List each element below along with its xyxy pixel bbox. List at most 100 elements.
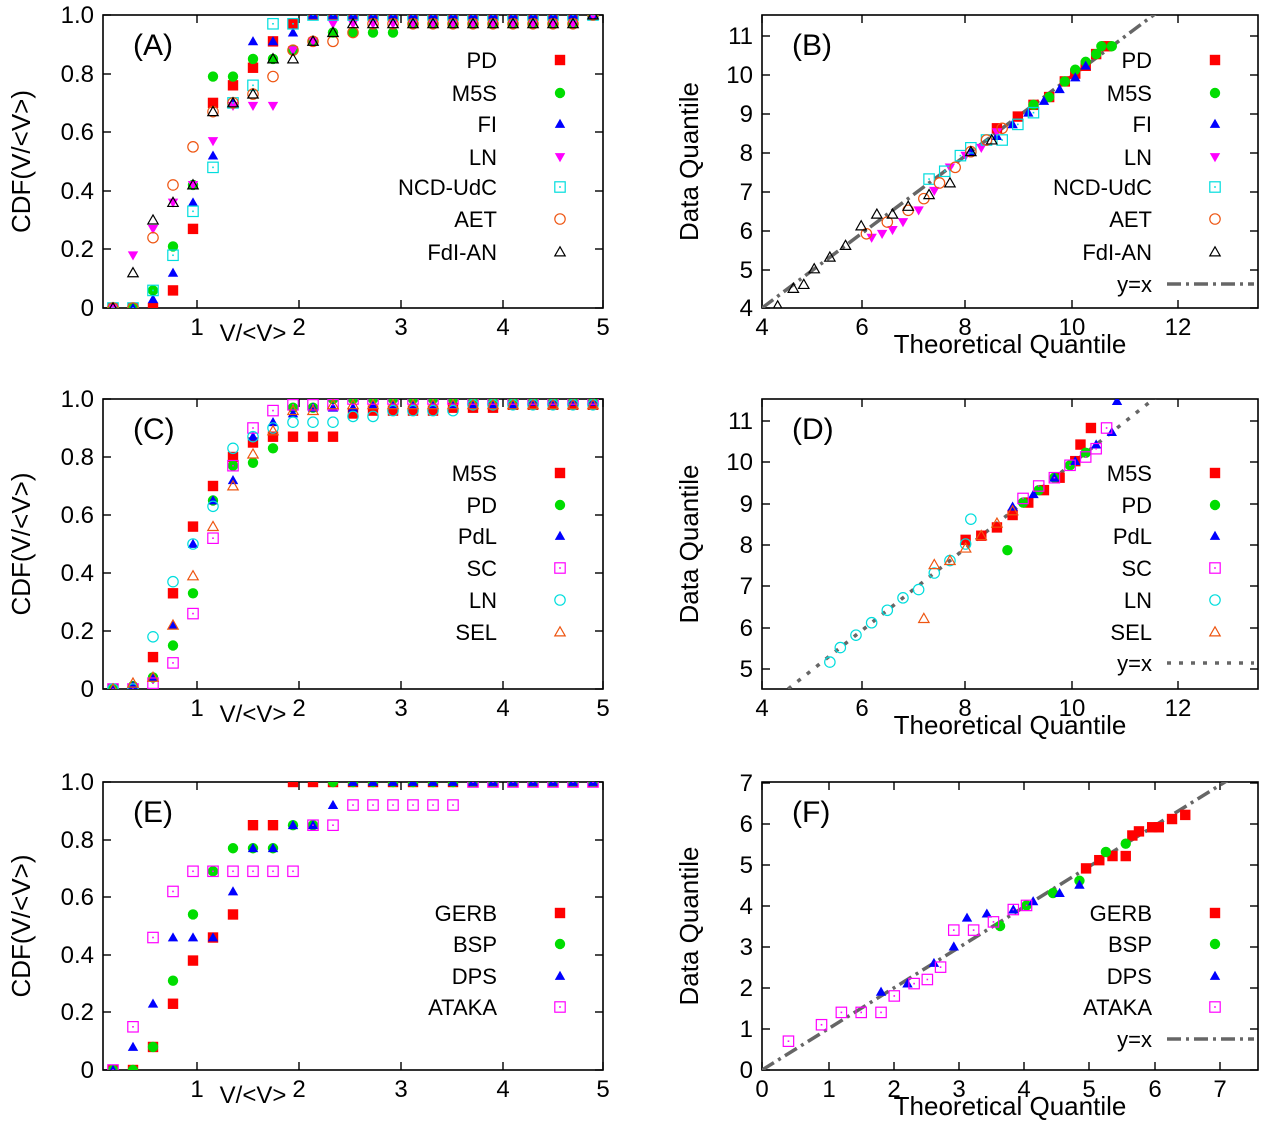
data-point-dot xyxy=(943,170,946,173)
series-ncd-udc xyxy=(107,15,599,308)
plot-frame xyxy=(761,398,1259,690)
legend-label: LN xyxy=(1124,145,1152,170)
legend-label: DPS xyxy=(452,964,497,989)
data-point-dot xyxy=(332,824,334,826)
panel-label: (C) xyxy=(133,413,175,446)
legend-label: AET xyxy=(454,207,497,232)
data-point xyxy=(426,17,440,29)
panel-label: (B) xyxy=(792,29,832,62)
data-layer xyxy=(107,15,600,308)
legend-label: FI xyxy=(477,112,497,137)
legend-marker xyxy=(1209,87,1221,99)
data-point xyxy=(227,886,239,896)
data-point-dot xyxy=(1069,464,1071,467)
data-point xyxy=(1028,99,1039,111)
y-tick-label: 0.4 xyxy=(61,560,94,587)
legend-marker xyxy=(554,970,566,980)
legend-label: AET xyxy=(1109,207,1152,232)
data-point xyxy=(948,941,959,951)
legend-marker xyxy=(1208,625,1222,637)
legend-marker xyxy=(553,245,567,257)
data-point xyxy=(1101,41,1112,52)
y-tick-label: 11 xyxy=(728,23,753,50)
data-point-dot xyxy=(1025,904,1028,907)
data-point xyxy=(527,15,539,19)
data-point xyxy=(147,231,159,244)
data-point xyxy=(267,101,279,112)
data-point xyxy=(286,52,300,64)
data-point-dot xyxy=(472,782,474,783)
data-point xyxy=(587,782,599,786)
series-ln xyxy=(824,513,977,668)
legend-marker xyxy=(1209,530,1221,540)
data-point xyxy=(782,1035,795,1047)
legend-label: ATAKA xyxy=(428,995,497,1020)
data-point xyxy=(407,399,419,405)
legend-marker xyxy=(1209,499,1221,511)
y-tick-label: 3 xyxy=(740,934,753,961)
data-point xyxy=(815,1018,828,1031)
data-point xyxy=(567,782,579,786)
data-point-dot xyxy=(592,15,594,16)
data-point xyxy=(246,87,260,99)
data-point xyxy=(387,27,399,38)
data-point xyxy=(247,62,259,73)
data-point xyxy=(949,161,961,174)
legend-marker xyxy=(554,181,566,193)
data-point xyxy=(207,865,219,878)
x-axis-label: Theoretical Quantile xyxy=(894,710,1127,740)
legend-marker xyxy=(1209,907,1221,919)
data-point xyxy=(1180,809,1191,821)
legend-marker xyxy=(554,118,566,128)
x-tick-label: 6 xyxy=(1148,1076,1161,1103)
data-point xyxy=(943,176,957,188)
data-point-dot xyxy=(1084,456,1087,458)
y-tick-label: 5 xyxy=(740,852,753,879)
data-point-dot xyxy=(112,307,114,308)
data-point-dot xyxy=(332,404,334,406)
legend-marker xyxy=(554,562,566,574)
data-point xyxy=(406,17,420,29)
x-tick-label: 1 xyxy=(190,314,203,341)
legend-marker xyxy=(1209,562,1221,574)
y-tick-label: 7 xyxy=(740,770,753,797)
data-point-dot xyxy=(1037,485,1040,487)
panel-e: 0 0.2 0.4 0.6 0.8 1.0 1 2 3 4 5 V/<V> CDF(V/<V>) (E) G… xyxy=(6,769,610,1109)
data-point xyxy=(167,640,179,651)
data-point xyxy=(959,538,972,550)
y-tick-label: 9 xyxy=(740,101,753,128)
data-point xyxy=(567,782,579,788)
data-point xyxy=(908,977,920,990)
legend-marker xyxy=(554,938,566,950)
legend-label: DPS xyxy=(1107,964,1152,989)
y-tick-label: 1.0 xyxy=(61,386,94,413)
data-point xyxy=(207,150,219,160)
data-point xyxy=(166,618,180,630)
data-point xyxy=(167,285,179,296)
panel-d: 5 6 7 8 9 10 11 4 6 8 10 12 Theoretical Quantile Data… xyxy=(674,398,1259,740)
data-point xyxy=(127,1020,139,1033)
data-point-dot xyxy=(172,890,174,893)
data-point-dot xyxy=(512,15,514,16)
data-point-dot xyxy=(372,804,374,806)
data-point xyxy=(567,15,579,21)
data-point xyxy=(1080,863,1092,874)
data-point xyxy=(855,1006,867,1019)
data-point xyxy=(387,15,399,19)
data-point-dot xyxy=(970,147,972,149)
data-point-dot xyxy=(272,409,274,412)
data-point xyxy=(1012,118,1024,131)
y-tick-label: 1 xyxy=(740,1016,753,1043)
data-point-dot xyxy=(132,688,134,689)
data-point xyxy=(426,399,440,410)
data-point-dot xyxy=(412,15,414,16)
data-point xyxy=(147,998,159,1008)
x-tick-label: 5 xyxy=(596,1076,609,1103)
panel-f: 0 1 2 3 4 5 6 7 0 1 2 3 4 5 6 7 Theoretical Quantile Data… xyxy=(674,770,1259,1121)
legend-marker xyxy=(1209,1001,1221,1013)
data-point-dot xyxy=(432,804,434,806)
data-point-dot xyxy=(172,254,174,257)
data-point xyxy=(287,408,299,418)
data-point xyxy=(567,399,579,405)
panel-b: 4 5 6 7 8 9 10 11 4 6 8 10 12 Theoretical Quantile Dat… xyxy=(674,14,1259,359)
